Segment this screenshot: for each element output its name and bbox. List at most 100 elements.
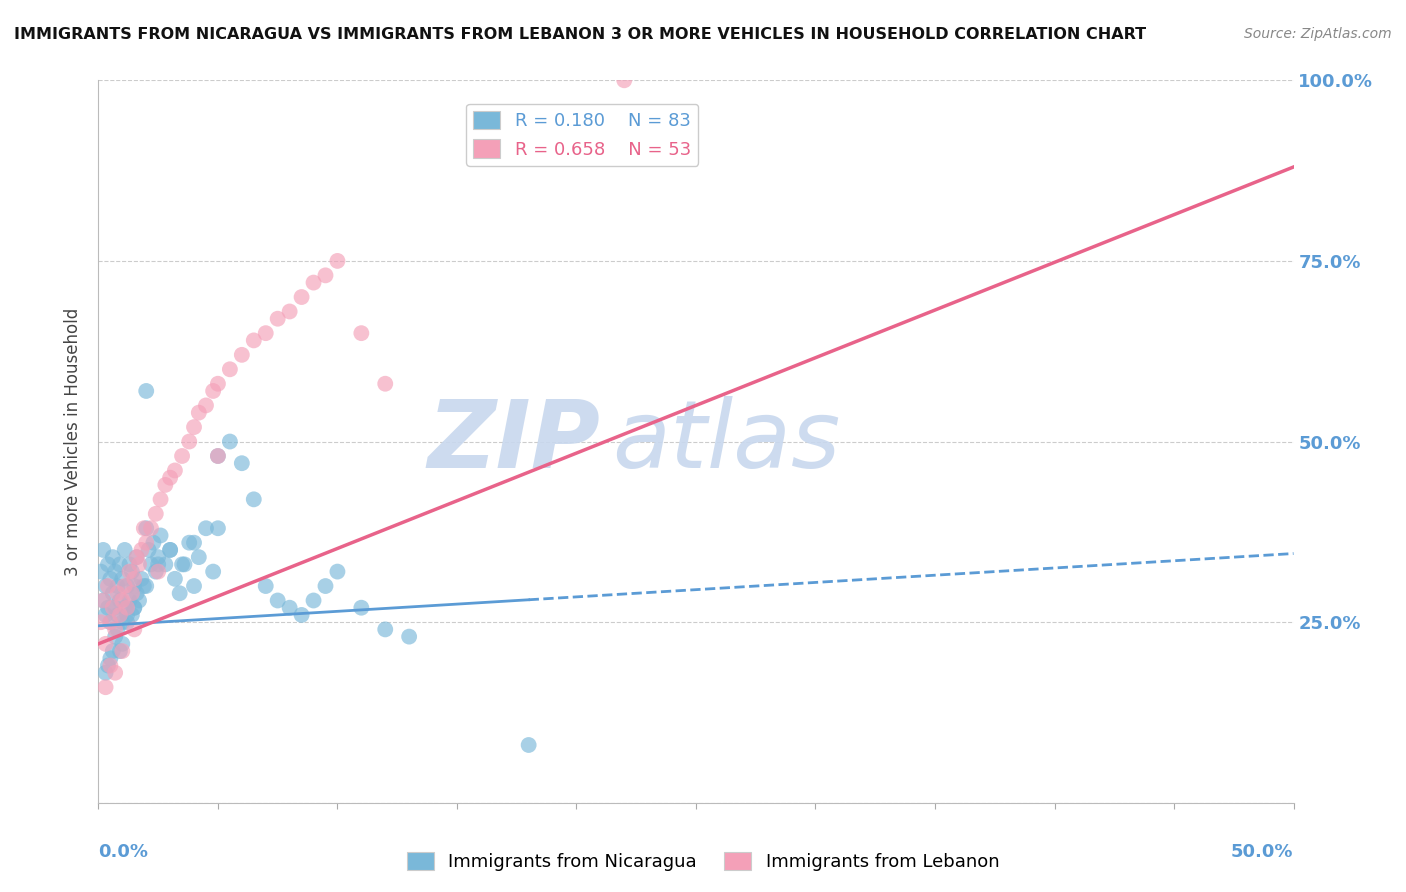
Point [94,665,117,680]
Point [91,542,114,557]
Point [104,623,127,637]
Point [104,665,127,680]
Text: 0.0%: 0.0% [98,843,149,861]
Point [179,434,201,449]
Point [135,521,157,535]
Point [139,558,162,572]
Point [183,579,205,593]
Point [107,586,129,600]
Point [302,593,325,607]
Point [118,593,141,607]
Point [135,384,157,398]
Point [128,593,150,607]
Point [326,253,349,268]
Point [97,658,120,673]
Point [172,558,194,572]
Point [159,470,181,484]
Text: IMMIGRANTS FROM NICARAGUA VS IMMIGRANTS FROM LEBANON 3 OR MORE VEHICLES IN HOUSE: IMMIGRANTS FROM NICARAGUA VS IMMIGRANTS … [14,27,1146,42]
Point [132,521,155,535]
Point [350,600,373,615]
Point [111,637,134,651]
Point [107,579,129,593]
Point [219,434,242,449]
Point [132,579,155,593]
Point [195,521,218,535]
Point [98,615,122,630]
Point [315,268,337,283]
Point [124,579,146,593]
Point [111,593,134,607]
Point [124,623,146,637]
Point [97,579,120,593]
Point [207,449,229,463]
Point [302,276,325,290]
Point [159,542,181,557]
Point [135,535,157,549]
Point [98,651,122,665]
Point [101,644,124,658]
Point [148,565,170,579]
Legend: Immigrants from Nicaragua, Immigrants from Lebanon: Immigrants from Nicaragua, Immigrants fr… [399,845,1007,879]
Point [145,507,167,521]
Point [125,550,148,565]
Point [90,565,112,579]
Point [115,579,138,593]
Point [131,542,153,557]
Point [159,542,181,557]
Point [149,528,172,542]
Point [517,738,540,752]
Point [374,623,396,637]
Point [163,463,186,477]
Point [108,607,131,622]
Point [121,607,143,622]
Point [179,535,201,549]
Point [267,311,290,326]
Point [243,492,266,507]
Y-axis label: 3 or more Vehicles in Household: 3 or more Vehicles in Household [65,308,83,575]
Legend: R = 0.180    N = 83, R = 0.658    N = 53: R = 0.180 N = 83, R = 0.658 N = 53 [465,103,699,166]
Point [231,348,253,362]
Point [97,558,120,572]
Point [94,680,117,694]
Point [98,658,122,673]
Text: ZIP: ZIP [427,395,600,488]
Point [173,558,195,572]
Point [118,565,141,579]
Point [172,449,194,463]
Point [183,420,205,434]
Point [91,593,114,607]
Point [108,558,131,572]
Point [108,644,131,658]
Point [231,456,253,470]
Point [115,607,138,622]
Point [374,376,396,391]
Point [267,593,290,607]
Point [107,623,129,637]
Point [94,579,117,593]
Point [148,558,170,572]
Point [613,73,636,87]
Point [183,535,205,549]
Point [169,586,191,600]
Point [138,542,160,557]
Point [149,492,172,507]
Point [124,600,146,615]
Point [148,550,170,565]
Text: Source: ZipAtlas.com: Source: ZipAtlas.com [1244,27,1392,41]
Point [207,521,229,535]
Point [350,326,373,340]
Point [115,615,138,630]
Point [114,600,136,615]
Point [91,593,114,607]
Point [254,579,277,593]
Point [326,565,349,579]
Point [254,326,277,340]
Point [278,600,301,615]
Point [108,593,131,607]
Point [114,542,136,557]
Point [104,600,127,615]
Point [125,586,148,600]
Point [118,558,141,572]
Point [90,615,112,630]
Point [98,615,122,630]
